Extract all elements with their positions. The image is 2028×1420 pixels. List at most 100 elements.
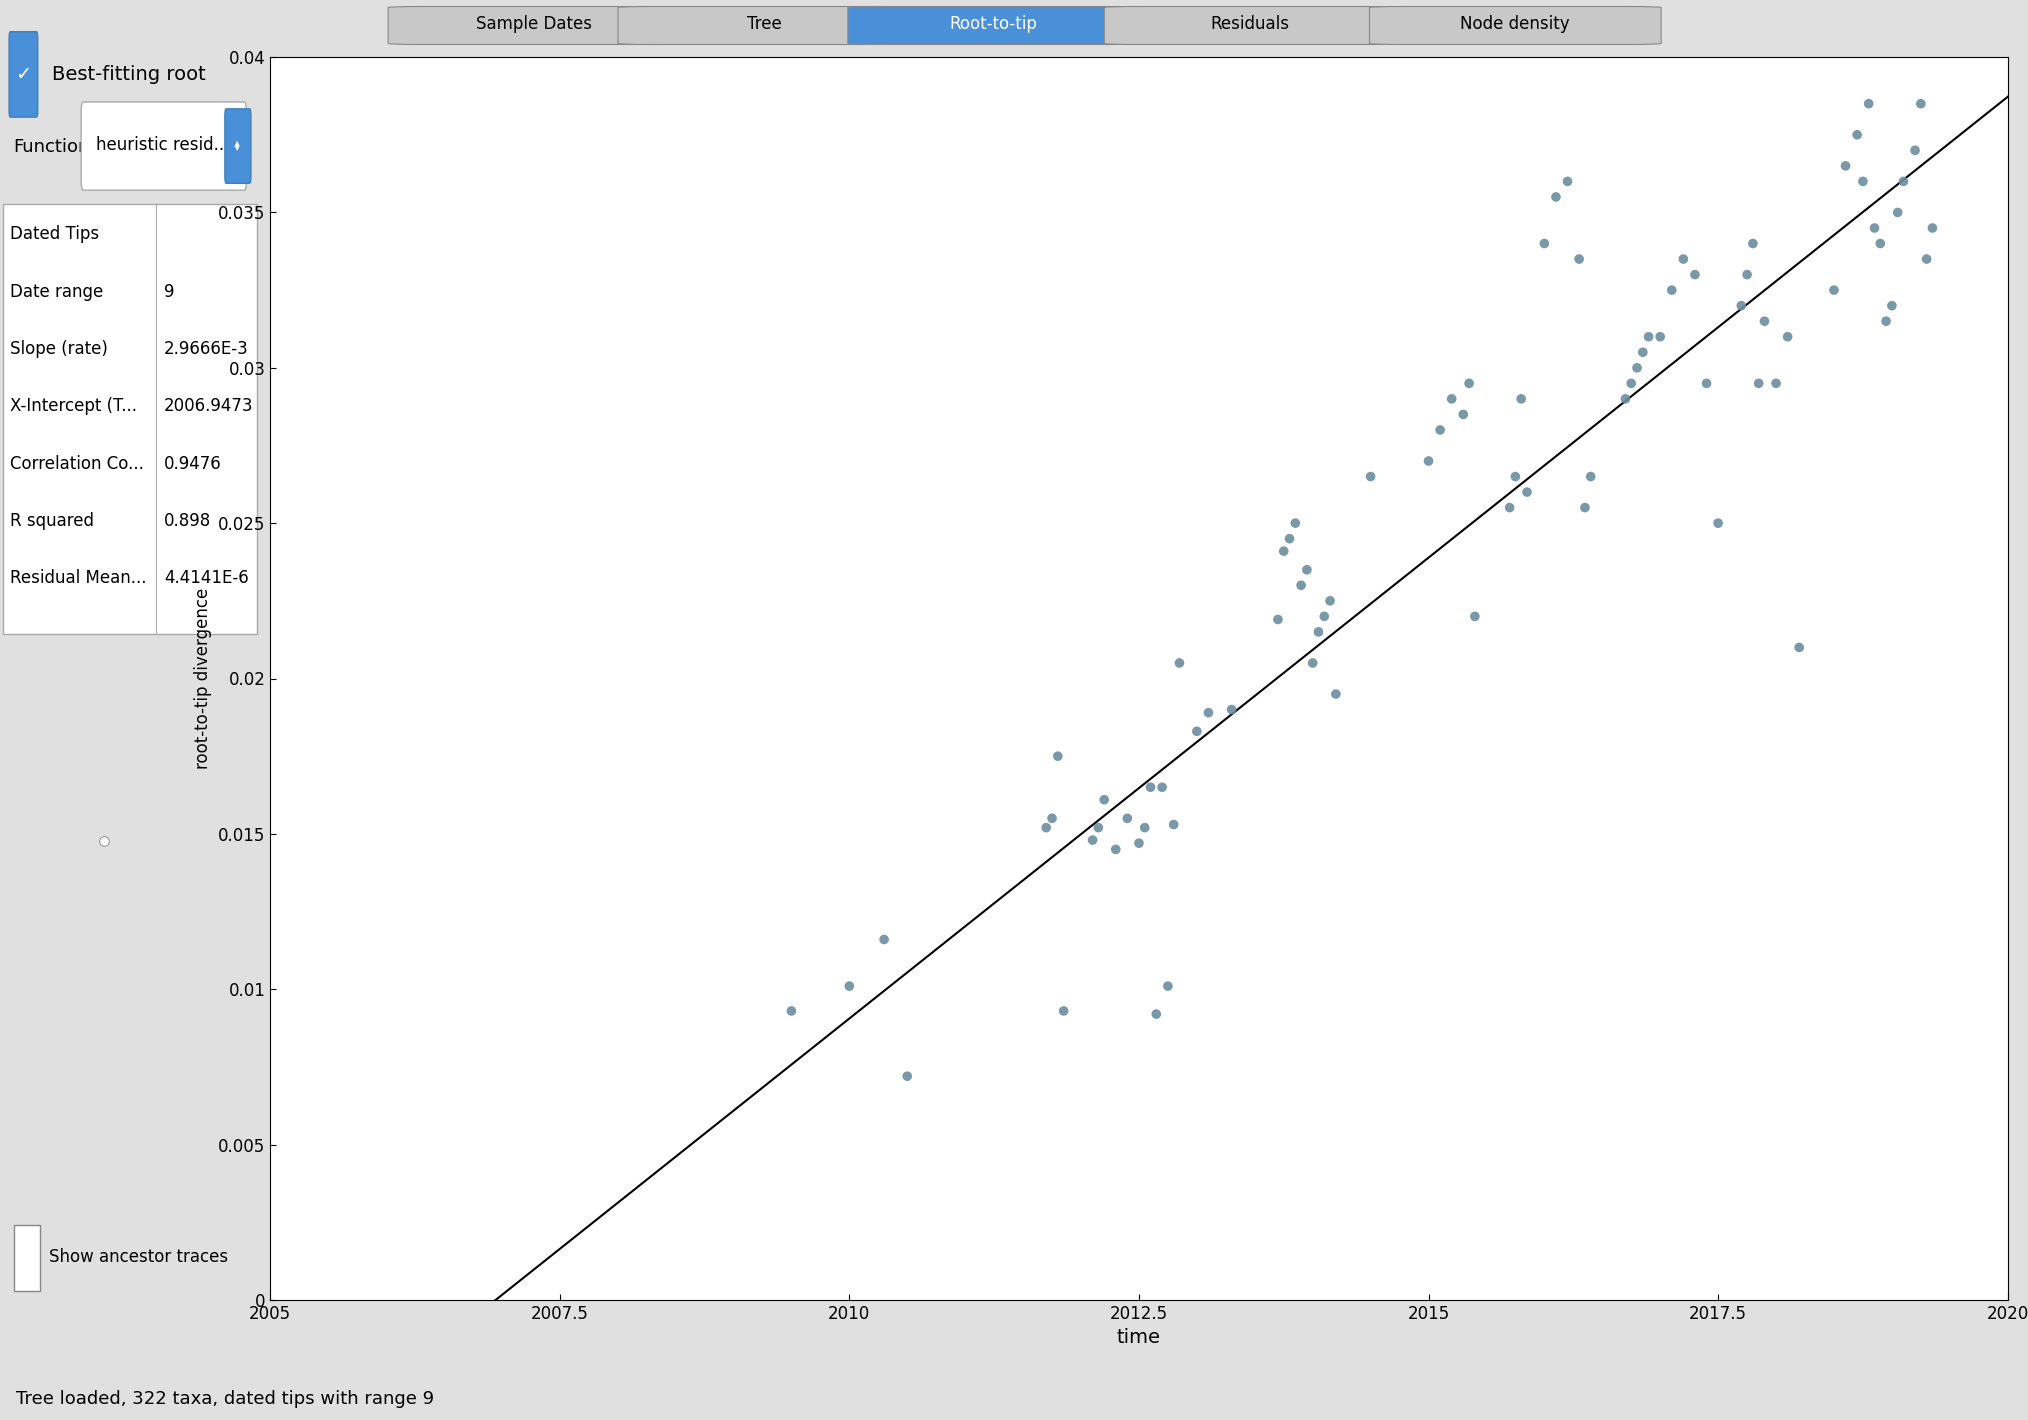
Point: [775, 1000, 807, 1022]
Point: [1448, 403, 1480, 426]
FancyBboxPatch shape: [848, 7, 1140, 44]
Point: [890, 1065, 923, 1088]
Point: [1882, 202, 1914, 224]
Point: [1904, 92, 1937, 115]
Text: Sample Dates: Sample Dates: [477, 16, 592, 33]
Point: [1667, 247, 1699, 270]
Point: [1042, 746, 1075, 768]
Point: [868, 929, 900, 951]
Text: R squared: R squared: [10, 511, 95, 530]
Point: [1817, 278, 1850, 301]
Text: ✓: ✓: [16, 65, 32, 84]
Point: [1274, 527, 1306, 550]
Point: [1829, 155, 1862, 178]
Point: [1296, 652, 1328, 674]
Text: Tree loaded, 322 taxa, dated tips with range 9: Tree loaded, 322 taxa, dated tips with r…: [16, 1390, 434, 1409]
Text: X-Intercept (T...: X-Intercept (T...: [10, 398, 138, 415]
Point: [1099, 838, 1132, 861]
FancyBboxPatch shape: [1369, 7, 1661, 44]
Point: [1748, 310, 1781, 332]
Point: [1134, 775, 1166, 798]
Point: [1783, 636, 1815, 659]
Point: [1848, 170, 1880, 193]
Point: [1679, 263, 1712, 285]
Point: [1876, 294, 1908, 317]
Y-axis label: root-to-tip divergence: root-to-tip divergence: [195, 588, 213, 770]
Text: Dated Tips: Dated Tips: [10, 226, 99, 243]
Point: [1645, 325, 1677, 348]
Text: Best-fitting root: Best-fitting root: [53, 65, 205, 84]
Text: 2.9666E-3: 2.9666E-3: [164, 339, 249, 358]
Point: [1146, 775, 1178, 798]
Point: [1290, 558, 1322, 581]
Point: [1436, 388, 1468, 410]
Point: [1888, 170, 1921, 193]
Point: [1302, 621, 1334, 643]
Point: [1215, 699, 1247, 721]
Point: [1898, 139, 1931, 162]
Point: [1411, 450, 1444, 473]
Point: [1610, 388, 1643, 410]
Point: [1111, 807, 1144, 829]
Point: [1529, 231, 1562, 254]
Point: [1730, 263, 1762, 285]
FancyBboxPatch shape: [619, 7, 911, 44]
Point: [1128, 816, 1160, 839]
Point: [1701, 511, 1734, 534]
Text: Correlation Co...: Correlation Co...: [10, 454, 144, 473]
Point: [1320, 683, 1353, 706]
Point: [1742, 372, 1774, 395]
Point: [1424, 419, 1456, 442]
Point: [1916, 217, 1949, 240]
Point: [1458, 605, 1491, 628]
Text: ◂▸: ◂▸: [233, 139, 243, 151]
Point: [1152, 974, 1184, 997]
Point: [1841, 124, 1874, 146]
Point: [1852, 92, 1884, 115]
Point: [1158, 814, 1190, 836]
Point: [1164, 652, 1197, 674]
Point: [1511, 481, 1543, 504]
Point: [1858, 217, 1890, 240]
Text: Residuals: Residuals: [1211, 16, 1290, 33]
Point: [1180, 720, 1213, 743]
Point: [1633, 325, 1665, 348]
Point: [1574, 466, 1606, 488]
FancyBboxPatch shape: [81, 102, 247, 190]
FancyBboxPatch shape: [1103, 7, 1395, 44]
Point: [1770, 325, 1803, 348]
Point: [1268, 540, 1300, 562]
Text: Residual Mean...: Residual Mean...: [10, 569, 146, 588]
Point: [1261, 608, 1294, 630]
Point: [834, 974, 866, 997]
Point: [1539, 186, 1572, 209]
Text: 9: 9: [164, 283, 174, 301]
Point: [1626, 341, 1659, 364]
Point: [1140, 1003, 1172, 1025]
Point: [1452, 372, 1484, 395]
Text: Date range: Date range: [10, 283, 103, 301]
X-axis label: time: time: [1117, 1328, 1160, 1348]
Point: [1493, 496, 1525, 518]
FancyBboxPatch shape: [2, 204, 258, 633]
FancyBboxPatch shape: [225, 109, 251, 183]
Point: [1564, 247, 1596, 270]
FancyBboxPatch shape: [14, 1225, 41, 1291]
Text: Slope (rate): Slope (rate): [10, 339, 107, 358]
Point: [1355, 466, 1387, 488]
Point: [1620, 356, 1653, 379]
Text: 0.9476: 0.9476: [164, 454, 221, 473]
Text: Tree: Tree: [746, 16, 781, 33]
Point: [1083, 816, 1115, 839]
FancyBboxPatch shape: [387, 7, 679, 44]
Point: [1505, 388, 1537, 410]
Text: Root-to-tip: Root-to-tip: [949, 16, 1038, 33]
Text: Node density: Node density: [1460, 16, 1570, 33]
Text: 0.898: 0.898: [164, 511, 211, 530]
Text: 4.4141E-6: 4.4141E-6: [164, 569, 249, 588]
Point: [1087, 788, 1119, 811]
Point: [1655, 278, 1687, 301]
Point: [1689, 372, 1722, 395]
Point: [1077, 829, 1109, 852]
Point: [1192, 701, 1225, 724]
